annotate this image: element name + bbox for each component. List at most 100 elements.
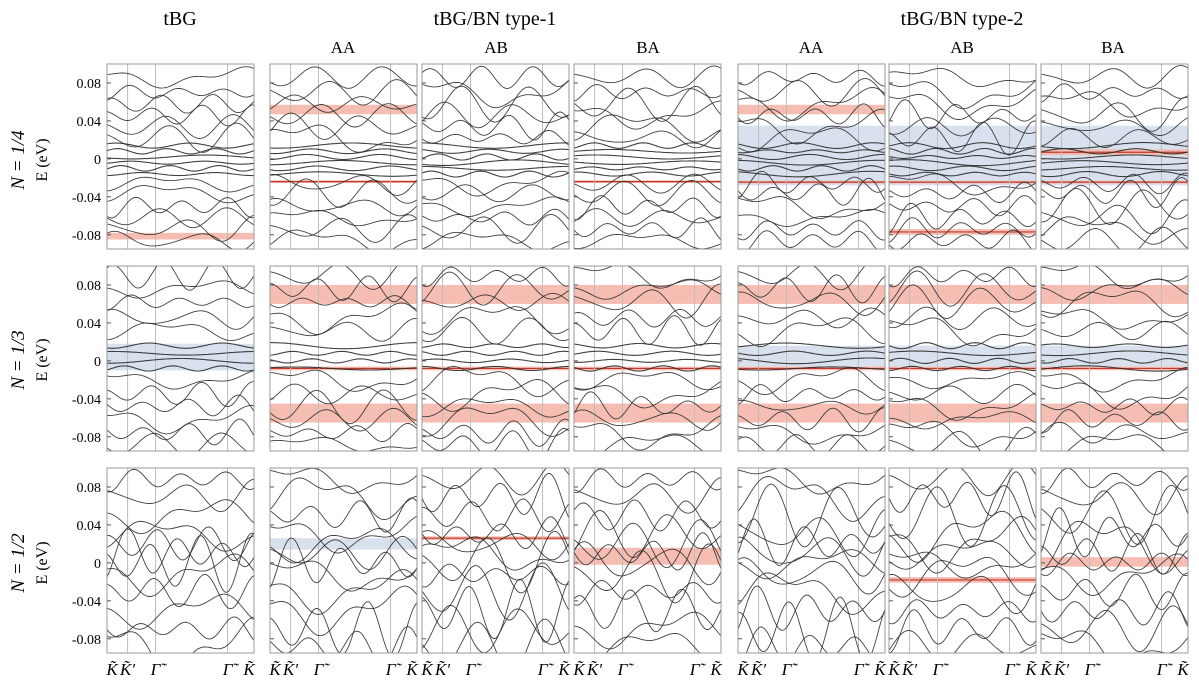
ytick-label: 0.04 bbox=[77, 317, 102, 332]
band-line bbox=[889, 383, 1036, 404]
ytick-label: -0.08 bbox=[72, 633, 101, 648]
band-line bbox=[889, 371, 1036, 390]
band-line bbox=[1041, 421, 1188, 444]
xtick-label: K̃′ bbox=[434, 660, 450, 679]
band-line bbox=[422, 130, 569, 146]
band-line bbox=[889, 202, 1036, 234]
band-line bbox=[1041, 553, 1188, 596]
band-line bbox=[1041, 366, 1188, 393]
band-line bbox=[574, 160, 721, 165]
band-line bbox=[738, 350, 885, 356]
band-line bbox=[574, 279, 721, 300]
band-line bbox=[738, 518, 885, 566]
band-line bbox=[738, 342, 885, 349]
red-highlight-band bbox=[422, 284, 569, 304]
ytick-label: 0 bbox=[94, 557, 101, 572]
band-line bbox=[574, 477, 721, 514]
ytick-label: 0.08 bbox=[77, 481, 102, 496]
panel-content bbox=[574, 468, 721, 653]
band-line bbox=[270, 159, 417, 166]
xtick-label: K̃ bbox=[1039, 660, 1053, 679]
band-line bbox=[889, 181, 1036, 203]
panel-1-4 bbox=[573, 63, 722, 250]
band-line bbox=[738, 165, 885, 172]
band-line bbox=[107, 154, 254, 160]
band-line bbox=[422, 516, 569, 550]
band-line bbox=[738, 549, 885, 580]
red-highlight-band bbox=[738, 284, 885, 304]
band-line bbox=[574, 409, 721, 431]
band-line bbox=[107, 370, 254, 390]
panel-content bbox=[1041, 266, 1188, 451]
band-line bbox=[889, 217, 1036, 243]
band-line bbox=[422, 358, 569, 364]
band-line bbox=[738, 177, 885, 206]
band-line bbox=[107, 528, 254, 578]
band-line bbox=[748, 230, 878, 249]
band-line bbox=[107, 478, 254, 513]
band-line bbox=[1041, 468, 1188, 494]
band-line bbox=[422, 578, 569, 643]
band-line bbox=[270, 560, 417, 592]
band-line bbox=[574, 171, 721, 177]
xtick-label: K̃′ bbox=[119, 660, 135, 679]
band-line bbox=[107, 172, 254, 177]
panel-content bbox=[107, 64, 254, 249]
band-line bbox=[1041, 365, 1188, 372]
band-line bbox=[422, 365, 569, 372]
panel-3-7: K̃ K̃′ Γ̃ Γ̃ K̃ bbox=[1039, 467, 1190, 679]
band-line bbox=[889, 392, 1036, 421]
panel-3-3: K̃ K̃′ Γ̃ Γ̃ K̃ bbox=[420, 467, 571, 679]
xtick-label: K̃ bbox=[1176, 660, 1190, 679]
band-line bbox=[270, 79, 417, 106]
panel-frame bbox=[421, 63, 570, 250]
band-line bbox=[270, 214, 417, 243]
band-line bbox=[422, 142, 569, 149]
band-line bbox=[107, 526, 254, 562]
panel-frame bbox=[269, 63, 418, 250]
panel-frame bbox=[737, 467, 886, 654]
band-line bbox=[270, 94, 417, 113]
band-line bbox=[1041, 552, 1188, 577]
stacking-label-type2-ba: BA bbox=[1101, 38, 1125, 57]
band-line bbox=[270, 366, 417, 371]
band-line bbox=[889, 270, 1036, 307]
band-line bbox=[1041, 188, 1188, 225]
ytick-label: -0.04 bbox=[72, 393, 101, 408]
ytick-label: 0 bbox=[94, 355, 101, 370]
band-line bbox=[270, 383, 417, 405]
band-line bbox=[270, 142, 417, 149]
blue-highlight-band bbox=[889, 125, 1036, 186]
band-line bbox=[270, 153, 417, 161]
xtick-label: Γ̃ bbox=[537, 660, 555, 679]
band-line bbox=[574, 510, 721, 558]
red-highlight-band bbox=[1041, 557, 1188, 567]
panel-content bbox=[422, 468, 569, 653]
band-line bbox=[107, 468, 254, 493]
xtick-label: K̃ bbox=[557, 660, 571, 679]
panel-content bbox=[738, 64, 885, 249]
band-line bbox=[1041, 170, 1188, 178]
band-line bbox=[738, 266, 885, 291]
band-line bbox=[270, 66, 417, 89]
band-line bbox=[422, 562, 569, 621]
band-line bbox=[422, 398, 569, 418]
band-line bbox=[738, 170, 885, 178]
band-line bbox=[107, 84, 254, 101]
band-line bbox=[738, 483, 885, 548]
xtick-label: K̃ bbox=[1024, 660, 1038, 679]
band-line bbox=[889, 556, 1036, 598]
panel-content bbox=[422, 64, 569, 249]
stacking-label-type1-ab: AB bbox=[484, 38, 508, 57]
xtick-label: K̃ bbox=[873, 660, 887, 679]
band-line bbox=[574, 315, 721, 346]
band-line bbox=[270, 537, 417, 589]
band-line bbox=[270, 165, 417, 172]
band-line bbox=[738, 108, 885, 145]
band-line bbox=[574, 342, 721, 349]
band-line bbox=[1041, 358, 1188, 364]
band-line bbox=[107, 499, 254, 535]
band-line bbox=[738, 307, 885, 329]
band-line bbox=[422, 170, 569, 197]
band-line bbox=[574, 358, 721, 363]
